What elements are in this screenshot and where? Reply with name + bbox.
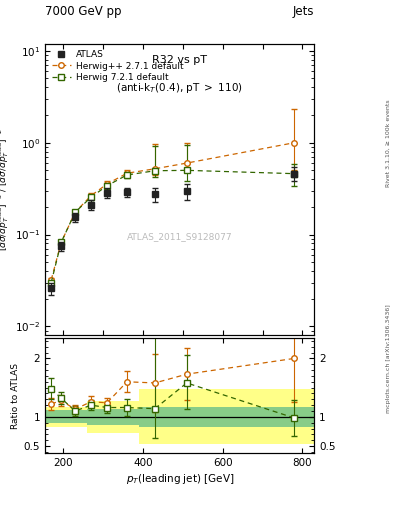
Text: Jets: Jets xyxy=(293,5,314,18)
Text: mcplots.cern.ch [arXiv:1306.3436]: mcplots.cern.ch [arXiv:1306.3436] xyxy=(386,304,391,413)
X-axis label: $p_T$(leading jet) [GeV]: $p_T$(leading jet) [GeV] xyxy=(126,472,234,486)
Text: R32 vs pT: R32 vs pT xyxy=(152,55,207,65)
Text: 7000 GeV pp: 7000 GeV pp xyxy=(45,5,122,18)
Text: (anti-k$_T$(0.4), pT $>$ 110): (anti-k$_T$(0.4), pT $>$ 110) xyxy=(116,81,243,95)
Legend: ATLAS, Herwig++ 2.7.1 default, Herwig 7.2.1 default: ATLAS, Herwig++ 2.7.1 default, Herwig 7.… xyxy=(50,48,185,84)
Y-axis label: Ratio to ATLAS: Ratio to ATLAS xyxy=(11,362,20,429)
Text: ATLAS_2011_S9128077: ATLAS_2011_S9128077 xyxy=(127,231,233,241)
Text: Rivet 3.1.10, ≥ 100k events: Rivet 3.1.10, ≥ 100k events xyxy=(386,99,391,187)
Y-axis label: $[d\sigma/dp_T^\mathrm{lead}]^{-3}$ / $[d\sigma/dp_T^\mathrm{lead}]^{-2}$: $[d\sigma/dp_T^\mathrm{lead}]^{-3}$ / $[… xyxy=(0,128,11,251)
